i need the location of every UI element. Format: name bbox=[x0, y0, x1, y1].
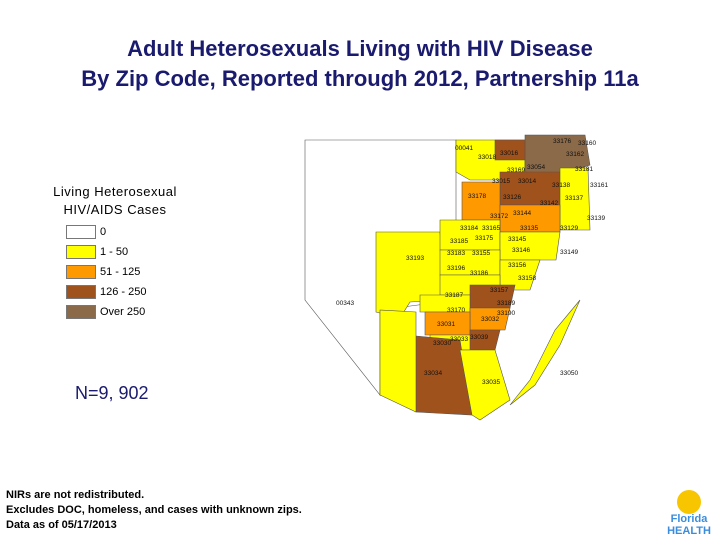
legend-swatch bbox=[66, 225, 96, 239]
zip-label: 33156 bbox=[508, 262, 526, 269]
zip-label: 33138 bbox=[552, 182, 570, 189]
zip-label: 33181 bbox=[575, 166, 593, 173]
zip-label: 33169 bbox=[507, 167, 525, 174]
region bbox=[379, 309, 417, 413]
zip-label: 33189 bbox=[497, 300, 515, 307]
zip-label: 33165 bbox=[482, 225, 500, 232]
legend-item: 126 - 250 bbox=[66, 284, 146, 300]
keys bbox=[509, 299, 581, 406]
zip-label: 33176 bbox=[553, 138, 571, 145]
zip-label: 33035 bbox=[482, 379, 500, 386]
legend-title: Living Heterosexual bbox=[53, 184, 177, 199]
legend-label: 51 - 125 bbox=[100, 266, 141, 278]
legend-label: 1 - 50 bbox=[100, 246, 129, 258]
logo: Florida HEALTH bbox=[662, 482, 716, 537]
zip-label: 33175 bbox=[475, 235, 493, 242]
zip-label: 33187 bbox=[445, 292, 463, 299]
legend-item: 51 - 125 bbox=[66, 264, 140, 280]
zip-label: 33054 bbox=[527, 164, 545, 171]
region bbox=[459, 349, 511, 421]
zip-label: 00041 bbox=[455, 145, 473, 152]
zip-label: 33170 bbox=[447, 307, 465, 314]
zip-label: 33145 bbox=[508, 236, 526, 243]
zip-label: 00343 bbox=[336, 300, 354, 307]
zip-label: 33158 bbox=[518, 275, 536, 282]
zip-label: 33184 bbox=[460, 225, 478, 232]
zip-label: 33039 bbox=[470, 334, 488, 341]
zip-label: 33160 bbox=[578, 140, 596, 147]
legend-label: 0 bbox=[100, 226, 107, 238]
zip-label: 33032 bbox=[481, 316, 499, 323]
logo-text: HEALTH bbox=[667, 525, 711, 537]
note: NIRs are not redistributed. bbox=[6, 489, 145, 501]
zip-label: 33135 bbox=[520, 225, 538, 232]
zip-label: 33030 bbox=[433, 340, 451, 347]
legend-label: Over 250 bbox=[100, 306, 146, 318]
logo-text: Florida bbox=[671, 513, 709, 525]
zip-label: 33015 bbox=[492, 178, 510, 185]
zip-label: 33050 bbox=[560, 370, 578, 377]
case-count: N=9, 902 bbox=[75, 383, 149, 403]
legend-swatch bbox=[66, 245, 96, 259]
zip-label: 33162 bbox=[566, 151, 584, 158]
zip-label: 33033 bbox=[450, 336, 468, 343]
zip-label: 33014 bbox=[518, 178, 536, 185]
zip-label: 33185 bbox=[450, 238, 468, 245]
zip-label: 33031 bbox=[437, 321, 455, 328]
zip-label: 33172 bbox=[490, 213, 508, 220]
zip-label: 33034 bbox=[424, 370, 442, 377]
zip-label: 33157 bbox=[490, 287, 508, 294]
legend-swatch bbox=[66, 285, 96, 299]
zip-label: 33183 bbox=[447, 250, 465, 257]
legend-swatch bbox=[66, 265, 96, 279]
title-line: Adult Heterosexuals Living with HIV Dise… bbox=[127, 36, 593, 61]
zip-label: 33016 bbox=[500, 150, 518, 157]
zip-label: 33139 bbox=[587, 215, 605, 222]
legend-item: Over 250 bbox=[66, 304, 145, 320]
legend-item: 0 bbox=[66, 224, 106, 240]
map-regions bbox=[304, 134, 591, 421]
zip-label: 33146 bbox=[512, 247, 530, 254]
zip-label: 33193 bbox=[406, 255, 424, 262]
zip-label: 33190 bbox=[497, 310, 515, 317]
zip-label: 33178 bbox=[468, 193, 486, 200]
zip-label: 33126 bbox=[503, 194, 521, 201]
title-line: By Zip Code, Reported through 2012, Part… bbox=[81, 66, 639, 91]
legend-title: HIV/AIDS Cases bbox=[63, 202, 167, 217]
zip-label: 33186 bbox=[470, 270, 488, 277]
note: Data as of 05/17/2013 bbox=[6, 519, 117, 531]
zip-label: 33129 bbox=[560, 225, 578, 232]
legend-swatch bbox=[66, 305, 96, 319]
zip-label: 33142 bbox=[540, 200, 558, 207]
zip-label: 33161 bbox=[590, 182, 608, 189]
note: Excludes DOC, homeless, and cases with u… bbox=[6, 504, 302, 516]
region bbox=[494, 139, 526, 161]
logo-sun bbox=[677, 490, 701, 514]
legend-item: 1 - 50 bbox=[66, 244, 128, 260]
zip-label: 33018 bbox=[478, 154, 496, 161]
zip-label: 33196 bbox=[447, 265, 465, 272]
zip-label: 33155 bbox=[472, 250, 490, 257]
zip-label: 33144 bbox=[513, 210, 531, 217]
zip-label: 33149 bbox=[560, 249, 578, 256]
zip-label: 33137 bbox=[565, 195, 583, 202]
legend-label: 126 - 250 bbox=[100, 286, 147, 298]
